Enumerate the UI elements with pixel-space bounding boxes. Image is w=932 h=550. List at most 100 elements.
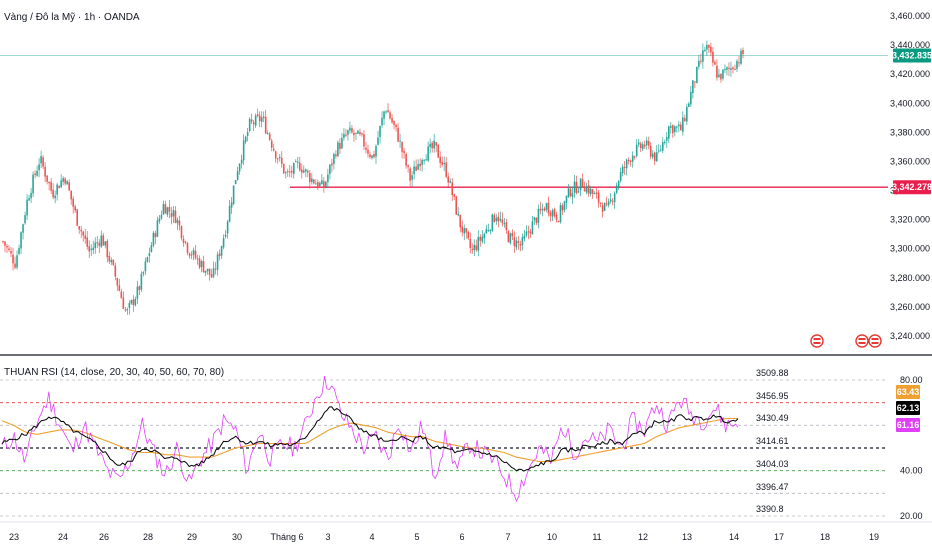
rsi-value-badge-text: 63.43 — [897, 387, 920, 397]
candle-body — [86, 237, 89, 247]
candle-body — [455, 196, 458, 215]
candle-body — [146, 257, 149, 262]
candle-body — [571, 193, 574, 197]
candle-body — [505, 222, 508, 231]
candle-body — [509, 233, 512, 244]
candle-body — [286, 171, 289, 173]
candle-body — [489, 230, 492, 232]
candle-body — [381, 117, 383, 126]
rsi-value-badge — [896, 418, 920, 432]
rsi-value-badge-text: 61.16 — [897, 420, 920, 430]
candle-body — [363, 134, 365, 147]
candle-body — [280, 157, 283, 164]
candle-body — [635, 144, 638, 157]
candle-body — [278, 156, 281, 158]
candle-body — [186, 242, 189, 253]
candle-body — [373, 153, 375, 158]
candle-body — [102, 235, 105, 246]
candle-body — [192, 250, 195, 255]
candle-body — [653, 152, 656, 161]
flag-stripe — [858, 338, 866, 340]
candle-body — [116, 278, 119, 286]
candle-body — [317, 182, 319, 188]
economic-event-flag-icon — [868, 334, 882, 348]
candle-body — [50, 182, 52, 191]
candle-body — [649, 145, 652, 157]
candle-body — [565, 195, 568, 203]
candle-body — [481, 236, 484, 242]
candle-body — [563, 201, 566, 211]
candle-body — [172, 210, 175, 217]
candle-body — [270, 140, 273, 148]
candle-body — [72, 198, 74, 207]
candle-body — [32, 174, 34, 194]
candle-body — [469, 238, 472, 249]
candle-body — [694, 81, 696, 83]
candle-body — [573, 181, 576, 193]
candle-body — [216, 254, 219, 270]
candle-body — [68, 182, 70, 191]
candle-body — [331, 163, 333, 166]
candle-body — [20, 232, 22, 249]
candle-body — [184, 241, 187, 243]
rsi-axis-tick: 20.00 — [900, 511, 923, 521]
candle-body — [647, 140, 650, 146]
candle-body — [405, 153, 407, 166]
candle-body — [12, 254, 14, 264]
price-axis-tick: 3,280.000 — [890, 273, 930, 283]
candle-body — [433, 140, 435, 149]
support-price-badge-text: 3,342.278 — [892, 182, 932, 192]
candle-body — [467, 231, 470, 239]
candle-body — [276, 158, 279, 160]
candle-body — [447, 176, 449, 183]
rsi-axis-tick: 40.00 — [900, 466, 923, 476]
candle-body — [98, 242, 101, 246]
candle-body — [375, 146, 377, 157]
candle-body — [692, 80, 694, 94]
candle-body — [114, 265, 117, 277]
candle-body — [670, 125, 672, 128]
candle-body — [244, 136, 247, 142]
candle-body — [485, 229, 488, 234]
candle-body — [274, 151, 277, 159]
candle-body — [726, 67, 728, 70]
candle-body — [136, 286, 139, 299]
candle-body — [383, 111, 385, 119]
time-axis-label: 23 — [9, 532, 19, 542]
price-axis-tick: 3,420.000 — [890, 69, 930, 79]
candle-body — [168, 206, 171, 212]
rsi-scale-label: 3414.61 — [756, 436, 789, 446]
candle-body — [307, 170, 309, 173]
candle-body — [597, 192, 600, 203]
candle-body — [495, 217, 498, 222]
candle-body — [222, 238, 225, 248]
candle-body — [36, 170, 38, 176]
rsi-indicator-title[interactable]: THUAN RSI (14, close, 20, 30, 40, 50, 60… — [4, 367, 225, 378]
candle-body — [551, 210, 554, 217]
candle-body — [547, 202, 550, 214]
candle-body — [513, 237, 516, 246]
candle-body — [178, 220, 181, 226]
candle-body — [288, 171, 291, 173]
candle-body — [421, 160, 423, 165]
candle-body — [252, 122, 255, 125]
candle-body — [491, 214, 494, 231]
flag-stripe — [813, 342, 821, 344]
candle-body — [367, 149, 369, 154]
price-axis-tick: 3,440.000 — [890, 40, 930, 50]
candle-body — [188, 253, 191, 256]
candle-body — [539, 208, 542, 211]
candle-body — [395, 124, 397, 128]
candle-body — [483, 233, 486, 239]
candle-body — [62, 178, 64, 182]
candle-body — [10, 251, 12, 254]
candle-body — [46, 175, 48, 182]
candle-body — [262, 116, 265, 118]
candle-body — [712, 51, 714, 63]
candle-body — [110, 260, 113, 263]
candle-body — [728, 67, 730, 69]
candle-body — [682, 117, 684, 132]
candle-body — [710, 46, 712, 53]
candle-body — [164, 204, 167, 214]
